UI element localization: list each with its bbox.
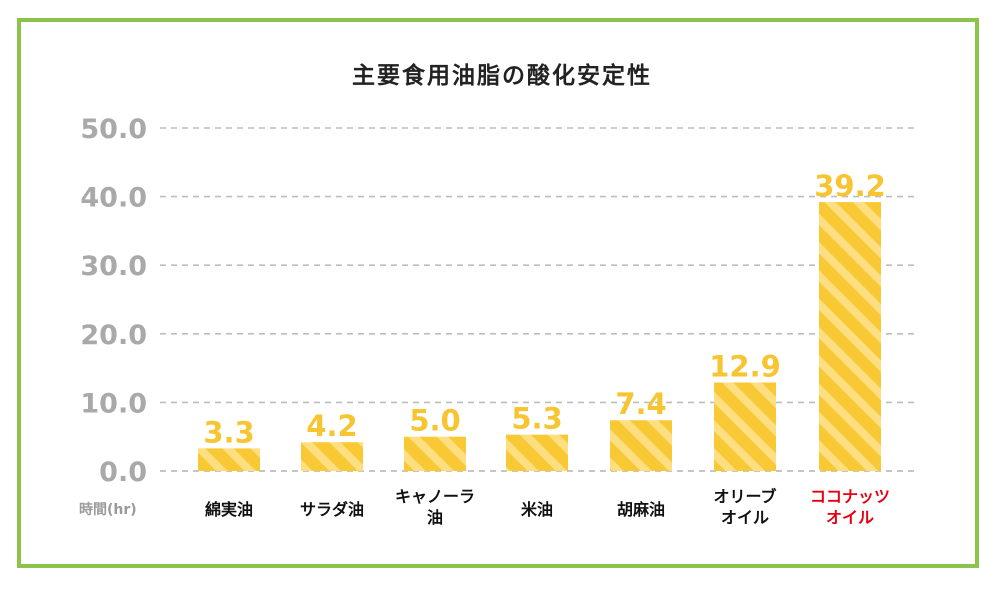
data-label: 12.9: [709, 350, 781, 384]
bar: [404, 436, 466, 471]
category-label: ココナッツオイル: [810, 487, 890, 527]
y-tick-label: 50.0: [80, 114, 147, 145]
data-label: 5.0: [409, 404, 460, 438]
grid-lines: [160, 127, 915, 472]
x-axis-unit-label: 時間(hr): [79, 501, 137, 518]
chart-title: 主要食用油脂の酸化安定性: [352, 62, 652, 89]
bar: [714, 382, 776, 471]
bar: [198, 448, 260, 471]
category-label: サラダ油: [300, 500, 364, 519]
bar: [301, 442, 363, 471]
category-label: オリーブオイル: [713, 487, 776, 527]
bar: [819, 202, 881, 471]
category-label: 米油: [521, 500, 553, 519]
bars: [198, 202, 881, 471]
data-labels: 3.3 4.2 5.0 5.3 7.4 12.9 39.2: [203, 169, 885, 449]
y-tick-label: 30.0: [80, 251, 147, 282]
data-label: 7.4: [615, 387, 666, 421]
data-label: 4.2: [306, 409, 357, 443]
y-tick-label: 40.0: [80, 183, 147, 214]
data-label: 39.2: [814, 169, 886, 203]
y-tick-label: 10.0: [80, 388, 147, 419]
y-tick-label: 20.0: [80, 320, 147, 351]
y-axis-ticks: 0.0 10.0 20.0 30.0 40.0 50.0: [80, 114, 147, 488]
category-label: 胡麻油: [617, 500, 665, 519]
data-label: 5.3: [511, 402, 562, 436]
y-tick-label: 0.0: [99, 457, 147, 488]
category-label: 綿実油: [205, 500, 253, 519]
bar: [506, 434, 568, 471]
bar: [610, 420, 672, 471]
category-label: キャノーラ油: [395, 487, 475, 527]
chart-frame: [17, 18, 979, 568]
data-label: 3.3: [203, 415, 254, 449]
